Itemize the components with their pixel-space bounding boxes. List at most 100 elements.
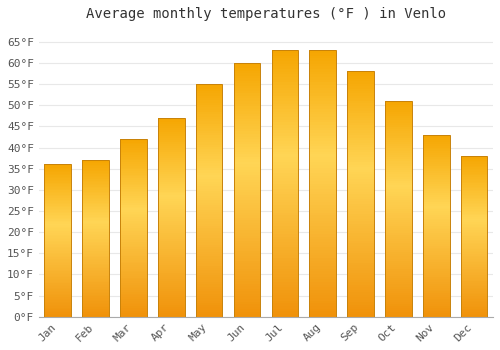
- Bar: [158, 237, 184, 239]
- Bar: [196, 266, 222, 268]
- Bar: [423, 211, 450, 213]
- Bar: [385, 189, 411, 192]
- Bar: [82, 253, 109, 254]
- Bar: [120, 242, 146, 244]
- Bar: [196, 145, 222, 147]
- Bar: [272, 170, 298, 173]
- Bar: [461, 187, 487, 188]
- Bar: [196, 89, 222, 91]
- Bar: [196, 161, 222, 163]
- Bar: [272, 293, 298, 295]
- Bar: [44, 234, 71, 236]
- Bar: [158, 191, 184, 194]
- Bar: [461, 209, 487, 211]
- Bar: [385, 146, 411, 148]
- Bar: [120, 217, 146, 219]
- Bar: [120, 304, 146, 306]
- Bar: [310, 256, 336, 258]
- Bar: [234, 81, 260, 83]
- Bar: [196, 254, 222, 256]
- Bar: [82, 171, 109, 173]
- Bar: [461, 265, 487, 267]
- Bar: [272, 130, 298, 133]
- Bar: [272, 269, 298, 272]
- Bar: [310, 183, 336, 186]
- Bar: [158, 263, 184, 265]
- Bar: [44, 264, 71, 265]
- Bar: [44, 203, 71, 204]
- Bar: [461, 270, 487, 272]
- Bar: [348, 206, 374, 209]
- Bar: [158, 315, 184, 317]
- Bar: [461, 228, 487, 230]
- Bar: [423, 302, 450, 304]
- Bar: [385, 272, 411, 274]
- Bar: [234, 203, 260, 205]
- Bar: [196, 233, 222, 235]
- Bar: [120, 269, 146, 271]
- Bar: [82, 312, 109, 314]
- Bar: [158, 227, 184, 229]
- Bar: [272, 138, 298, 141]
- Bar: [158, 279, 184, 281]
- Bar: [44, 238, 71, 239]
- Bar: [120, 139, 146, 141]
- Bar: [120, 301, 146, 303]
- Bar: [44, 253, 71, 254]
- Bar: [461, 156, 487, 317]
- Bar: [234, 294, 260, 296]
- Bar: [234, 139, 260, 142]
- Bar: [348, 125, 374, 128]
- Bar: [385, 304, 411, 306]
- Bar: [385, 129, 411, 131]
- Bar: [348, 93, 374, 96]
- Bar: [385, 259, 411, 261]
- Bar: [44, 164, 71, 166]
- Bar: [44, 207, 71, 209]
- Bar: [310, 85, 336, 88]
- Bar: [310, 77, 336, 79]
- Bar: [461, 162, 487, 164]
- Bar: [44, 311, 71, 312]
- Bar: [196, 291, 222, 294]
- Bar: [120, 231, 146, 233]
- Bar: [272, 53, 298, 56]
- Bar: [272, 144, 298, 146]
- Bar: [310, 53, 336, 56]
- Bar: [196, 112, 222, 114]
- Bar: [120, 228, 146, 230]
- Bar: [272, 274, 298, 277]
- Bar: [348, 216, 374, 219]
- Bar: [196, 187, 222, 189]
- Bar: [348, 192, 374, 194]
- Bar: [234, 180, 260, 182]
- Bar: [272, 213, 298, 216]
- Bar: [196, 261, 222, 263]
- Bar: [234, 220, 260, 223]
- Bar: [385, 122, 411, 125]
- Bar: [234, 208, 260, 210]
- Bar: [234, 284, 260, 286]
- Bar: [310, 205, 336, 208]
- Bar: [461, 185, 487, 187]
- Bar: [82, 284, 109, 286]
- Bar: [272, 224, 298, 226]
- Bar: [272, 93, 298, 96]
- Bar: [82, 215, 109, 217]
- Bar: [44, 257, 71, 259]
- Bar: [196, 280, 222, 282]
- Bar: [82, 293, 109, 295]
- Bar: [272, 74, 298, 77]
- Bar: [82, 182, 109, 184]
- Bar: [234, 246, 260, 248]
- Bar: [196, 263, 222, 266]
- Bar: [423, 180, 450, 182]
- Bar: [196, 170, 222, 173]
- Bar: [423, 268, 450, 270]
- Bar: [461, 196, 487, 198]
- Bar: [310, 258, 336, 261]
- Bar: [44, 216, 71, 218]
- Bar: [82, 184, 109, 185]
- Bar: [423, 260, 450, 262]
- Bar: [158, 164, 184, 166]
